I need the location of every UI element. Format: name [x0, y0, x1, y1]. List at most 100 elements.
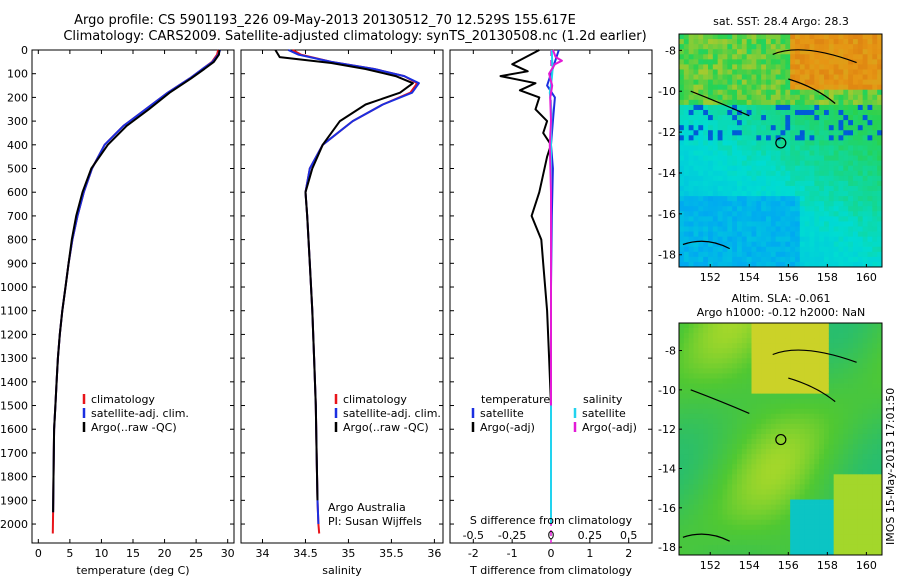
- map-cell: [693, 84, 699, 91]
- map-cell: [857, 408, 864, 415]
- map-cell: [785, 104, 791, 111]
- map-cell: [698, 323, 704, 329]
- map-cell: [775, 393, 781, 400]
- map-cell: [795, 398, 801, 405]
- map-cell: [819, 464, 825, 470]
- map-cell: [872, 180, 878, 187]
- map-cell: [737, 150, 743, 156]
- map-cell: [756, 433, 762, 440]
- map-cell: [722, 454, 728, 460]
- map-cell: [746, 69, 752, 75]
- map-cell: [843, 479, 849, 485]
- map-cell: [756, 140, 762, 146]
- map-cell: [877, 484, 883, 490]
- map-cell: [862, 49, 868, 55]
- map-cell: [848, 418, 854, 425]
- map-cell: [795, 165, 801, 172]
- map-cell: [679, 408, 685, 415]
- map-cell: [751, 328, 757, 334]
- map-cell: [780, 155, 786, 162]
- map-cell: [770, 165, 777, 172]
- map-cell: [867, 504, 873, 511]
- map-cell: [679, 84, 685, 91]
- map-cell: [732, 343, 738, 349]
- map-cell: [775, 454, 781, 460]
- map-cell: [703, 439, 709, 445]
- map-cell: [703, 120, 709, 126]
- map-cell: [862, 201, 868, 207]
- map-cell: [853, 519, 859, 526]
- map-cell: [737, 216, 743, 222]
- map-cell: [867, 74, 873, 80]
- map-cell: [746, 94, 752, 101]
- map-cell: [819, 459, 825, 465]
- map-cell: [756, 484, 762, 490]
- map-cell: [756, 388, 762, 395]
- map-cell: [848, 433, 854, 440]
- map-cell: [741, 84, 748, 91]
- map-cell: [741, 125, 748, 131]
- map-cell: [877, 160, 883, 167]
- map-cell: [867, 428, 873, 435]
- map-cell: [737, 89, 743, 96]
- map-cell: [848, 89, 854, 96]
- map-cell: [683, 236, 690, 243]
- map-cell: [708, 529, 714, 536]
- map-cell: [848, 206, 854, 212]
- map-cell: [703, 109, 709, 116]
- map-cell: [770, 348, 777, 354]
- map-cell: [761, 388, 767, 395]
- map-cell: [862, 160, 868, 167]
- map-cell: [703, 180, 709, 187]
- map-cell: [795, 353, 801, 359]
- map-cell: [824, 398, 830, 405]
- map-cell: [746, 54, 752, 60]
- map-cell: [741, 69, 748, 75]
- map-cell: [732, 241, 738, 248]
- map-cell: [838, 524, 844, 531]
- map-cell: [838, 216, 844, 222]
- map-cell: [683, 185, 690, 192]
- map-cell: [741, 328, 748, 334]
- map-cell: [751, 368, 757, 374]
- map-cell: [809, 99, 815, 106]
- map-cell: [848, 211, 854, 217]
- map-cell: [708, 191, 714, 197]
- map-cell: [683, 439, 690, 445]
- map-cell: [770, 261, 777, 268]
- map-cell: [770, 333, 777, 339]
- map-cell: [843, 99, 849, 106]
- map-cell: [848, 59, 854, 65]
- map-cell: [795, 499, 801, 505]
- map-cell: [703, 130, 709, 136]
- map-cell: [828, 343, 835, 349]
- map-cell: [843, 89, 849, 96]
- map-cell: [872, 403, 878, 410]
- map-cell: [785, 201, 791, 207]
- map-cell: [746, 59, 752, 65]
- y-tick-label: 600: [7, 186, 28, 199]
- map-cell: [843, 398, 849, 405]
- map-cell: [722, 170, 728, 177]
- map-cell: [761, 348, 767, 354]
- map-cell: [703, 524, 709, 531]
- legend-label: satellite-adj. clim.: [91, 407, 189, 420]
- x-tick-label-s: -0.25: [498, 529, 526, 542]
- map-cell: [722, 358, 728, 364]
- map-cell: [853, 343, 859, 349]
- map-cell: [722, 449, 728, 455]
- map-cell: [775, 236, 781, 243]
- map-cell: [799, 484, 806, 490]
- map-cell: [848, 403, 854, 410]
- map-cell: [872, 120, 878, 126]
- map-cell: [790, 423, 796, 430]
- map-cell: [756, 231, 762, 238]
- map-cell: [853, 328, 859, 334]
- map-cell: [804, 44, 810, 50]
- map-cell: [770, 444, 777, 450]
- map-cell: [780, 261, 786, 268]
- map-cell: [838, 180, 844, 187]
- map-cell: [814, 54, 820, 60]
- map-cell: [780, 180, 786, 187]
- map-cell: [756, 39, 762, 45]
